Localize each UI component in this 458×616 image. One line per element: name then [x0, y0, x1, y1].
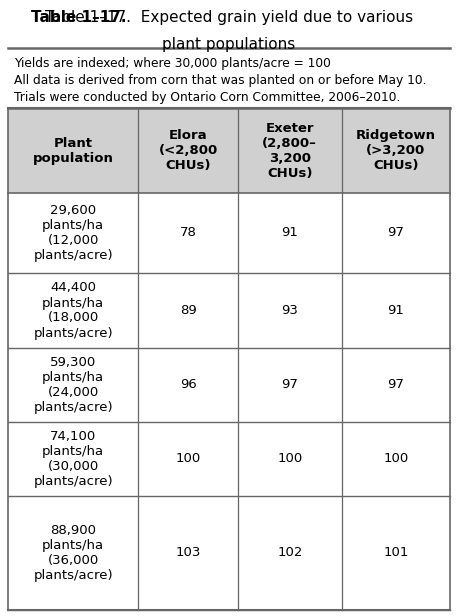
Text: 101: 101: [383, 546, 409, 559]
Text: 102: 102: [277, 546, 302, 559]
Text: plant populations: plant populations: [163, 37, 295, 52]
Text: 59,300
plants/ha
(24,000
plants/acre): 59,300 plants/ha (24,000 plants/acre): [33, 356, 113, 414]
Text: 103: 103: [175, 546, 201, 559]
Text: Exeter
(2,800–
3,200
CHUs): Exeter (2,800– 3,200 CHUs): [262, 121, 317, 179]
Text: Elora
(<2,800
CHUs): Elora (<2,800 CHUs): [158, 129, 218, 172]
Text: Yields are indexed; where 30,000 plants/acre = 100: Yields are indexed; where 30,000 plants/…: [14, 57, 331, 70]
Text: 96: 96: [180, 378, 196, 392]
Text: Trials were conducted by Ontario Corn Committee, 2006–2010.: Trials were conducted by Ontario Corn Co…: [14, 91, 400, 104]
Bar: [8, 496, 450, 610]
Text: 78: 78: [180, 227, 196, 240]
Text: 88,900
plants/ha
(36,000
plants/acre): 88,900 plants/ha (36,000 plants/acre): [33, 524, 113, 582]
Text: 89: 89: [180, 304, 196, 317]
Text: 91: 91: [281, 227, 298, 240]
Text: 91: 91: [387, 304, 404, 317]
Text: 100: 100: [383, 453, 409, 466]
Bar: [8, 348, 450, 422]
Bar: [8, 422, 450, 496]
Text: Ridgetown
(>3,200
CHUs): Ridgetown (>3,200 CHUs): [356, 129, 436, 172]
Text: 93: 93: [281, 304, 298, 317]
Text: 29,600
plants/ha
(12,000
plants/acre): 29,600 plants/ha (12,000 plants/acre): [33, 204, 113, 262]
Text: 97: 97: [281, 378, 298, 392]
Text: 100: 100: [175, 453, 201, 466]
Text: Table 1–17.: Table 1–17.: [31, 10, 127, 25]
Text: 74,100
plants/ha
(30,000
plants/acre): 74,100 plants/ha (30,000 plants/acre): [33, 430, 113, 488]
Text: 44,400
plants/ha
(18,000
plants/acre): 44,400 plants/ha (18,000 plants/acre): [33, 282, 113, 339]
Bar: [8, 108, 450, 193]
Text: 97: 97: [387, 227, 404, 240]
Text: 100: 100: [277, 453, 302, 466]
Text: Plant
population: Plant population: [33, 137, 114, 164]
Text: Table 1–17.  Expected grain yield due to various: Table 1–17. Expected grain yield due to …: [45, 10, 413, 25]
Text: All data is derived from corn that was planted on or before May 10.: All data is derived from corn that was p…: [14, 74, 426, 87]
Text: 97: 97: [387, 378, 404, 392]
Bar: [8, 273, 450, 348]
Bar: [8, 193, 450, 273]
